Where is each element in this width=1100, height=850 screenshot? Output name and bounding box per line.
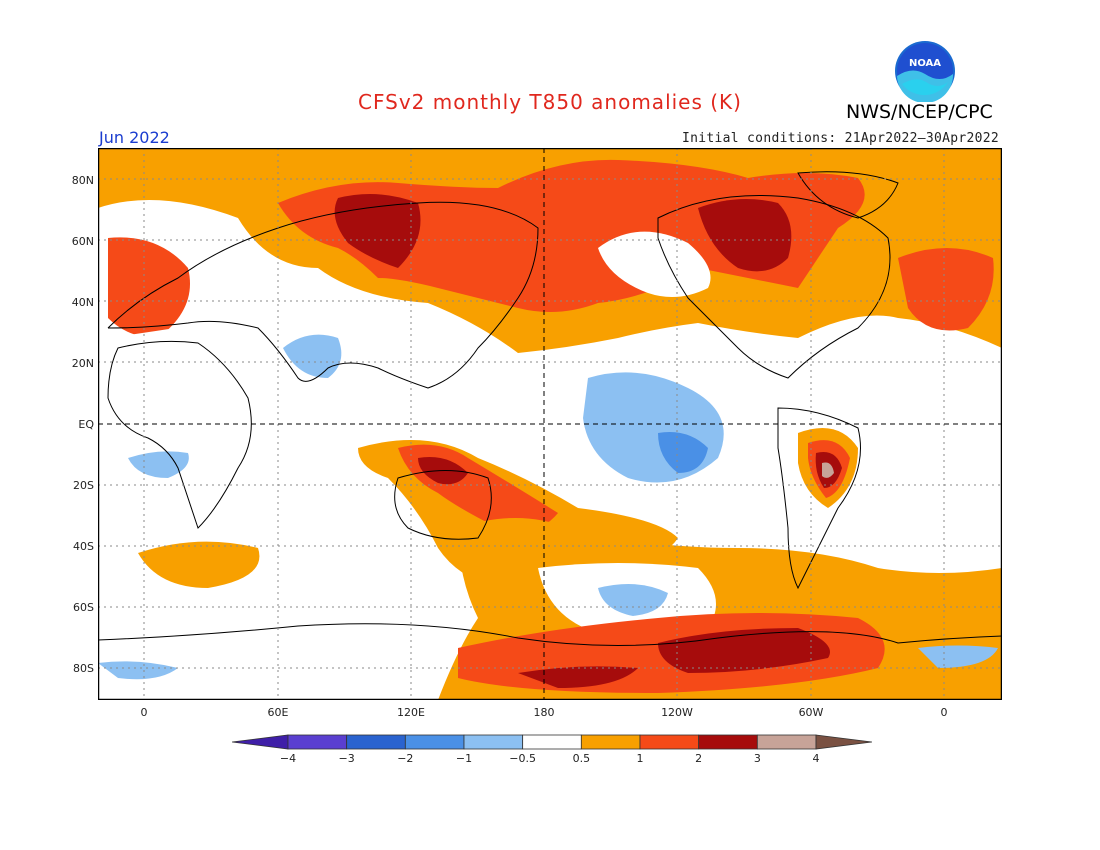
colorbar-swatch [232,734,289,750]
colorbar-label: 2 [695,752,703,765]
colorbar-swatch [639,734,700,750]
colorbar-swatch [287,734,348,750]
colorbar-label: 4 [812,752,820,765]
agency-label: NWS/NCEP/CPC [846,101,993,123]
lon-label: 0 [140,706,148,719]
colorbar-label: 1 [636,752,644,765]
map-title: CFSv2 monthly T850 anomalies (K) [358,90,742,114]
colorbar-label: −1 [455,752,473,765]
lon-label: 120E [397,706,425,719]
forecast-month: Jun 2022 [99,128,170,147]
lat-label: 40N [71,296,94,309]
colorbar-label: −0.5 [509,752,537,765]
colorbar-label: −2 [397,752,414,765]
colorbar-swatch [580,734,641,750]
color-legend [232,734,872,750]
colorbar-swatch [756,734,817,750]
graticule [98,148,1002,700]
lat-label: 40S [73,540,94,553]
lat-label: 60S [73,601,94,614]
colorbar-swatch [522,734,582,750]
anomaly-map [98,148,1002,700]
reference-lines [98,148,1002,700]
lat-label: 80N [71,174,94,187]
lon-label: 60W [798,706,824,719]
svg-text:NOAA: NOAA [909,58,941,69]
initial-conditions: Initial conditions: 21Apr2022–30Apr2022 [682,131,999,146]
colorbar-label: −3 [338,752,355,765]
colorbar-label: 3 [753,752,761,765]
colorbar-swatch [463,734,524,750]
lat-label: 20S [73,479,94,492]
map-frame [98,148,1002,700]
colorbar-swatch [404,734,465,750]
colorbar-label: −4 [279,752,297,765]
noaa-logo: NOAA [895,41,955,102]
lon-label: 180 [533,706,555,719]
lat-label: EQ [78,418,94,431]
colorbar-swatch [698,734,758,750]
colorbar-label: 0.5 [572,752,591,765]
colorbar-swatch [815,734,872,750]
coastlines [98,171,1002,646]
anomaly-fields [98,148,1002,700]
colorbar-swatch [346,734,406,750]
lat-label: 80S [73,662,94,675]
lon-label: 0 [940,706,948,719]
lon-label: 120W [661,706,693,719]
lon-label: 60E [267,706,289,719]
lat-label: 60N [71,235,94,248]
lat-label: 20N [71,357,94,370]
